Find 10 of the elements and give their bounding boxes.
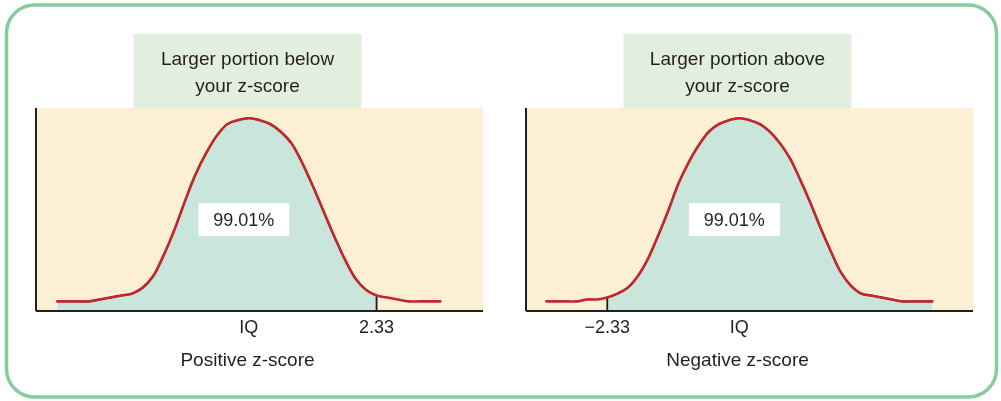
x-tick-label: −2.33: [584, 317, 631, 337]
x-axis-title: Negative z-score: [666, 349, 809, 370]
annotation: 99.01%: [703, 209, 765, 230]
chart-title: Larger portion below your z-score: [160, 48, 335, 96]
chart-title: Larger portion above your z-score: [649, 48, 826, 96]
x-tick-label: IQ: [239, 317, 259, 337]
x-tick-label: IQ: [729, 317, 749, 337]
x-tick-label: 2.33: [359, 317, 395, 337]
annotation: 99.01%: [213, 209, 275, 230]
x-axis-title: Positive z-score: [180, 349, 315, 370]
